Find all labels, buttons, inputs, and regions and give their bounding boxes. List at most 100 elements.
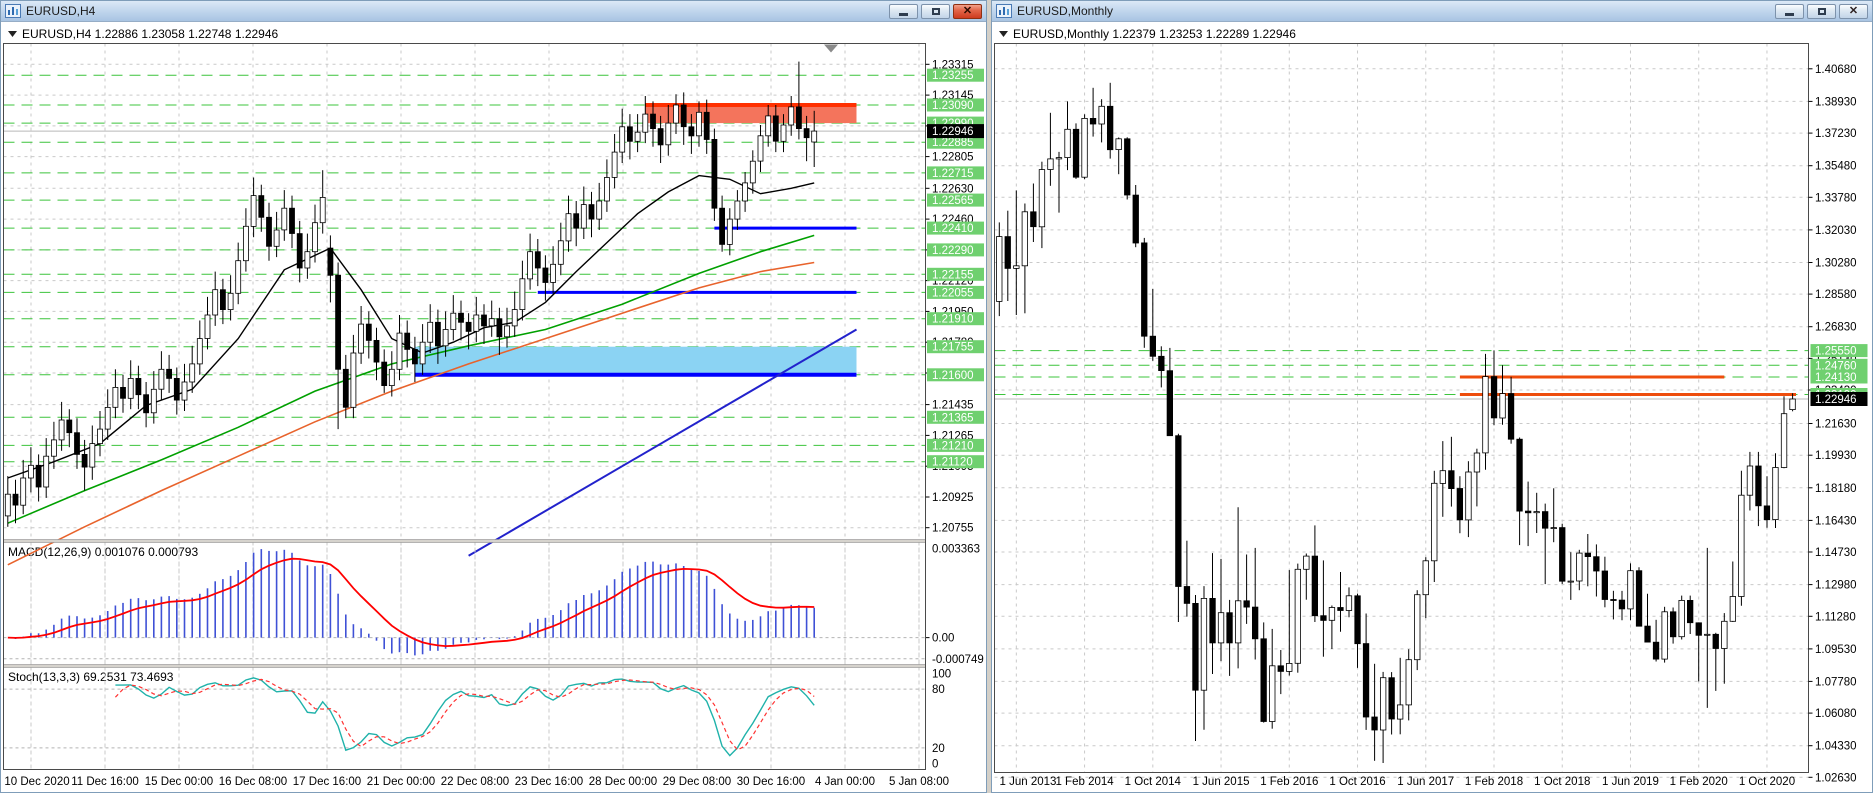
close-icon: ✕: [962, 4, 973, 17]
svg-text:1.21910: 1.21910: [932, 314, 974, 326]
close-button[interactable]: ✕: [953, 3, 982, 19]
svg-text:1.23090: 1.23090: [932, 100, 974, 112]
zone[interactable]: [414, 346, 857, 375]
svg-text:1 Oct 2020: 1 Oct 2020: [1739, 776, 1795, 788]
chart-border: [994, 43, 1809, 773]
chart-window-h4: EURUSD,H4 ✕ EURUSD,H4 1.22886 1.23058 1.…: [0, 0, 987, 793]
svg-text:1 Feb 2014: 1 Feb 2014: [1055, 776, 1114, 788]
svg-text:1.25550: 1.25550: [1815, 346, 1857, 358]
chart-info-line: EURUSD,Monthly 1.22379 1.23253 1.22289 1…: [1013, 27, 1296, 41]
svg-text:1 Oct 2018: 1 Oct 2018: [1534, 776, 1590, 788]
trend-line[interactable]: [468, 328, 858, 557]
titlebar-h4[interactable]: EURUSD,H4 ✕: [1, 1, 986, 22]
chart-client-monthly: EURUSD,Monthly 1.22379 1.23253 1.22289 1…: [992, 22, 1872, 792]
symbol-dropdown-icon[interactable]: [999, 31, 1008, 37]
stoch-pane: [3, 667, 926, 770]
chart-client-h4: EURUSD,H4 1.22886 1.23058 1.22748 1.2294…: [1, 22, 986, 792]
svg-text:29 Dec 08:00: 29 Dec 08:00: [663, 776, 731, 788]
svg-text:1 Oct 2016: 1 Oct 2016: [1329, 776, 1385, 788]
svg-text:1.22630: 1.22630: [932, 183, 974, 195]
minimize-button[interactable]: [889, 3, 918, 19]
ma-black: [7, 174, 815, 479]
ma-orange: [7, 261, 815, 566]
price-axis-h4[interactable]: 1.233151.231451.229751.228051.226301.224…: [925, 59, 985, 535]
svg-text:4 Jan 00:00: 4 Jan 00:00: [815, 776, 875, 788]
svg-text:1.22410: 1.22410: [932, 223, 974, 235]
svg-text:1.22290: 1.22290: [932, 245, 974, 257]
chart-canvas-h4[interactable]: EURUSD,H4 1.22886 1.23058 1.22748 1.2294…: [1, 22, 986, 792]
svg-text:1.21365: 1.21365: [932, 412, 974, 424]
svg-text:-0.000749: -0.000749: [932, 654, 984, 666]
svg-text:1 Oct 2014: 1 Oct 2014: [1125, 776, 1182, 788]
svg-text:0.00: 0.00: [932, 633, 954, 645]
price-axis-monthly[interactable]: 1.40680 1.38930 1.37230 1.35480 1.33780 1.320…: [1808, 64, 1868, 785]
chart-icon: [996, 4, 1012, 18]
svg-text:1 Jun 2015: 1 Jun 2015: [1193, 776, 1250, 788]
svg-text:1.18180: 1.18180: [1815, 483, 1857, 495]
svg-text:1 Feb 2016: 1 Feb 2016: [1260, 776, 1318, 788]
titlebar-monthly[interactable]: EURUSD,Monthly ✕: [992, 1, 1872, 22]
svg-text:17 Dec 16:00: 17 Dec 16:00: [293, 776, 361, 788]
svg-text:1.21755: 1.21755: [932, 342, 974, 354]
macd-label: MACD(12,26,9) 0.001076 0.000793: [8, 545, 198, 559]
time-axis[interactable]: 1 Jun 2013 1 Feb 2014 1 Oct 2014 1 Jun 2015…: [1000, 776, 1796, 788]
svg-text:1.02630: 1.02630: [1815, 772, 1857, 784]
svg-text:23 Dec 16:00: 23 Dec 16:00: [515, 776, 583, 788]
svg-text:1.16430: 1.16430: [1815, 515, 1857, 527]
svg-text:1 Jun 2017: 1 Jun 2017: [1397, 776, 1454, 788]
pane-separator[interactable]: [3, 539, 926, 543]
stoch-label: Stoch(13,3,3) 69.2531 73.4693: [8, 670, 174, 684]
ma-green: [7, 234, 815, 524]
restore-button[interactable]: [1807, 3, 1836, 19]
svg-text:1.07780: 1.07780: [1815, 676, 1857, 688]
svg-text:1.22885: 1.22885: [932, 137, 974, 149]
svg-text:100: 100: [932, 669, 951, 681]
svg-text:1.23315: 1.23315: [932, 59, 974, 71]
minimize-button[interactable]: [1775, 3, 1804, 19]
minimize-icon: [899, 12, 908, 16]
svg-text:11 Dec 16:00: 11 Dec 16:00: [71, 776, 139, 788]
stoch-main-line: [115, 677, 815, 757]
close-button[interactable]: ✕: [1839, 3, 1868, 19]
svg-text:1.40680: 1.40680: [1815, 64, 1857, 76]
svg-text:1.22805: 1.22805: [932, 152, 974, 164]
pane-monthly: [994, 43, 1809, 778]
svg-text:1.22946: 1.22946: [932, 126, 974, 138]
restore-button[interactable]: [921, 3, 950, 19]
svg-text:1.22715: 1.22715: [932, 168, 974, 180]
svg-text:0: 0: [932, 759, 938, 771]
pane-h4: [3, 43, 926, 770]
svg-text:10 Dec 2020: 10 Dec 2020: [4, 776, 69, 788]
svg-text:1.20755: 1.20755: [932, 523, 974, 535]
svg-text:1.21435: 1.21435: [932, 400, 974, 412]
svg-text:1.04330: 1.04330: [1815, 741, 1857, 753]
svg-text:1.09530: 1.09530: [1815, 644, 1857, 656]
stoch-signal-line: [114, 678, 815, 751]
window-title: EURUSD,Monthly: [1017, 4, 1114, 18]
svg-text:1.21600: 1.21600: [932, 370, 974, 382]
svg-text:1.22155: 1.22155: [932, 269, 974, 281]
chart-window-monthly: EURUSD,Monthly ✕ EURUSD,Monthly 1.22379 …: [991, 0, 1873, 793]
svg-text:15 Dec 00:00: 15 Dec 00:00: [145, 776, 213, 788]
svg-text:1.24130: 1.24130: [1815, 372, 1857, 384]
svg-text:1.24760: 1.24760: [1815, 360, 1857, 372]
svg-text:1 Jun 2019: 1 Jun 2019: [1602, 776, 1659, 788]
svg-text:1.22055: 1.22055: [932, 287, 974, 299]
macd-signal-line: [7, 557, 815, 648]
pane-separator[interactable]: [3, 664, 926, 668]
svg-text:5 Jan 08:00: 5 Jan 08:00: [889, 776, 949, 788]
svg-text:1.23255: 1.23255: [932, 70, 974, 82]
svg-text:1.21120: 1.21120: [932, 457, 973, 469]
chart-canvas-monthly[interactable]: EURUSD,Monthly 1.22379 1.23253 1.22289 1…: [992, 22, 1872, 792]
svg-text:1.28580: 1.28580: [1815, 289, 1857, 301]
svg-text:1.21630: 1.21630: [1815, 419, 1857, 431]
svg-text:28 Dec 00:00: 28 Dec 00:00: [589, 776, 657, 788]
svg-text:1.30280: 1.30280: [1815, 257, 1857, 269]
svg-text:1 Feb 2018: 1 Feb 2018: [1465, 776, 1523, 788]
symbol-dropdown-icon[interactable]: [8, 31, 17, 37]
svg-text:0.003363: 0.003363: [932, 544, 980, 556]
time-axis[interactable]: 10 Dec 2020 11 Dec 16:00 15 Dec 00:00 16 De…: [4, 776, 949, 788]
restore-icon: [931, 7, 940, 15]
chart-icon: [5, 4, 21, 18]
